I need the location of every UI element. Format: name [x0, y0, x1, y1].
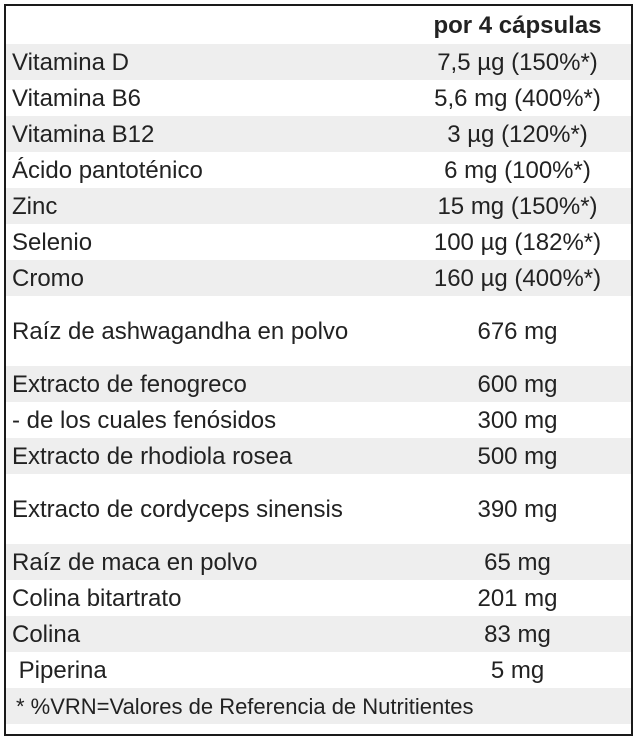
nutrient-value: 83 mg [406, 616, 631, 652]
nutrient-name: Extracto de cordyceps sinensis [6, 474, 406, 544]
nutrient-value: 500 mg [406, 438, 631, 474]
nutrient-value: 15 mg (150%*) [406, 188, 631, 224]
nutrient-name: Vitamina D [6, 44, 406, 80]
table-row: - de los cuales fenósidos 300 mg [6, 402, 631, 438]
table-row: Extracto de cordyceps sinensis 390 mg [6, 474, 631, 544]
nutrient-name: Selenio [6, 224, 406, 260]
table-row: Vitamina B6 5,6 mg (400%*) [6, 80, 631, 116]
nutrient-name: Zinc [6, 188, 406, 224]
nutrient-name: Ácido pantoténico [6, 152, 406, 188]
table-row: Raíz de maca en polvo 65 mg [6, 544, 631, 580]
nutrient-name: Extracto de rhodiola rosea [6, 438, 406, 474]
nutrition-table-frame: por 4 cápsulas Vitamina D 7,5 µg (150%*)… [4, 4, 633, 736]
header-value-cell: por 4 cápsulas [433, 11, 602, 39]
nutrient-value: 160 µg (400%*) [406, 260, 631, 296]
table-row: Zinc 15 mg (150%*) [6, 188, 631, 224]
table-row: Cromo 160 µg (400%*) [6, 260, 631, 296]
nutrient-value: 390 mg [406, 474, 631, 544]
nutrient-name: Extracto de fenogreco [6, 366, 406, 402]
nutrient-name: Raíz de ashwagandha en polvo [6, 296, 406, 366]
nutrient-name: - de los cuales fenósidos [6, 402, 406, 438]
nutrient-value: 6 mg (100%*) [406, 152, 631, 188]
header-label-cell [6, 6, 406, 44]
nutrient-name: Cromo [6, 260, 406, 296]
table-row: Colina 83 mg [6, 616, 631, 652]
nutrient-value: 600 mg [406, 366, 631, 402]
nutrient-value: 676 mg [406, 296, 631, 366]
footnote: * %VRN=Valores de Referencia de Nutritie… [6, 688, 631, 724]
table-header-row: por 4 cápsulas [6, 6, 631, 44]
table-row: Extracto de rhodiola rosea 500 mg [6, 438, 631, 474]
nutrition-table: por 4 cápsulas Vitamina D 7,5 µg (150%*)… [6, 6, 631, 724]
nutrient-name: Raíz de maca en polvo [6, 544, 406, 580]
nutrient-name: Vitamina B6 [6, 80, 406, 116]
table-row: Ácido pantoténico 6 mg (100%*) [6, 152, 631, 188]
nutrient-name: Colina [6, 616, 406, 652]
table-row: Colina bitartrato 201 mg [6, 580, 631, 616]
nutrient-value: 5,6 mg (400%*) [406, 80, 631, 116]
table-row: Extracto de fenogreco 600 mg [6, 366, 631, 402]
nutrient-name: Colina bitartrato [6, 580, 406, 616]
nutrient-name: Vitamina B12 [6, 116, 406, 152]
table-row: Selenio 100 µg (182%*) [6, 224, 631, 260]
nutrient-value: 3 µg (120%*) [406, 116, 631, 152]
nutrient-value: 100 µg (182%*) [406, 224, 631, 260]
table-row: Piperina 5 mg [6, 652, 631, 688]
nutrient-value: 65 mg [406, 544, 631, 580]
table-row: Vitamina D 7,5 µg (150%*) [6, 44, 631, 80]
nutrient-name: Piperina [6, 652, 406, 688]
nutrient-value: 300 mg [406, 402, 631, 438]
nutrient-value: 5 mg [406, 652, 631, 688]
footnote-row: * %VRN=Valores de Referencia de Nutritie… [6, 688, 631, 724]
nutrient-value: 7,5 µg (150%*) [406, 44, 631, 80]
table-row: Vitamina B12 3 µg (120%*) [6, 116, 631, 152]
table-row: Raíz de ashwagandha en polvo 676 mg [6, 296, 631, 366]
nutrient-value: 201 mg [406, 580, 631, 616]
